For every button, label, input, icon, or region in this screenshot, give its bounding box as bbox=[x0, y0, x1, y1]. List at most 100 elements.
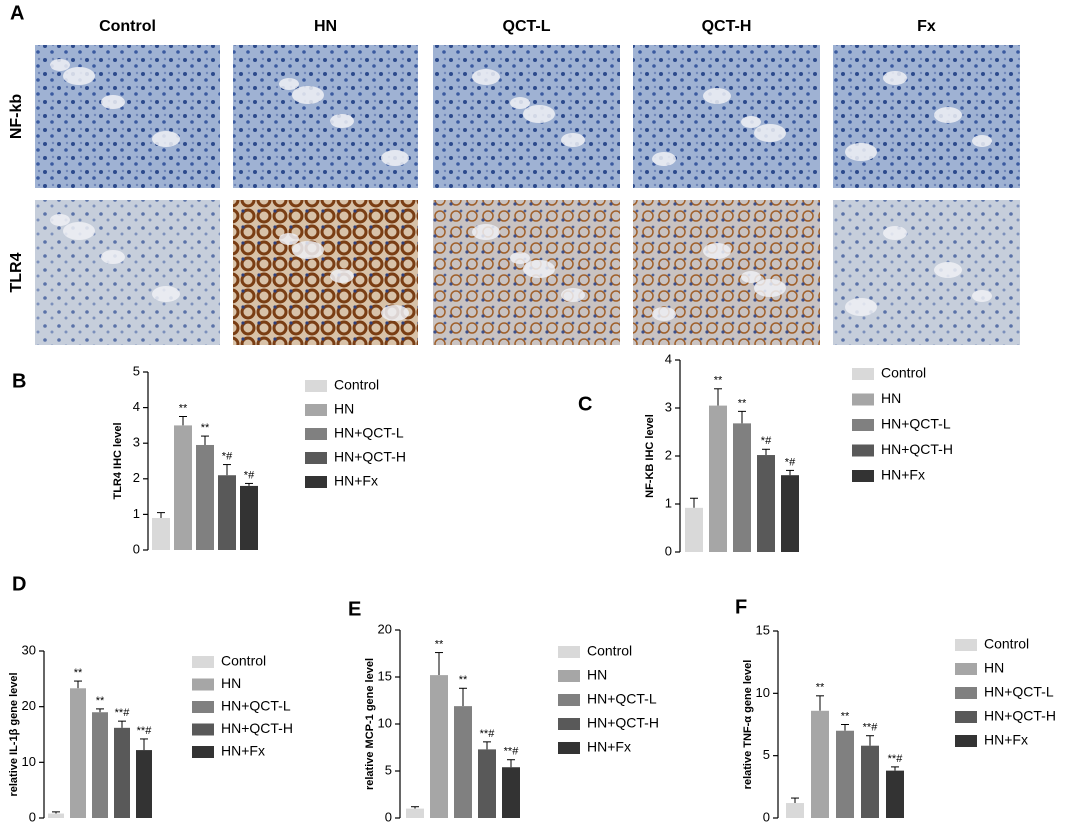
legend-label: HN bbox=[221, 675, 241, 691]
y-tick-label: 10 bbox=[756, 685, 770, 700]
micrograph bbox=[833, 45, 1020, 188]
lumen bbox=[510, 97, 530, 109]
panel-letter: F bbox=[735, 596, 747, 618]
column-header: QCT-L bbox=[503, 18, 551, 35]
lumen bbox=[63, 222, 95, 240]
y-axis-label: NF-KB IHC level bbox=[644, 414, 656, 498]
legend-label: HN+Fx bbox=[881, 467, 925, 483]
bar bbox=[406, 808, 424, 818]
legend-swatch bbox=[192, 723, 214, 736]
micrograph bbox=[833, 200, 1020, 345]
significance: **# bbox=[115, 707, 131, 719]
bar bbox=[786, 803, 804, 818]
micrograph bbox=[233, 45, 418, 188]
legend-label: HN+Fx bbox=[984, 732, 1028, 748]
significance: ** bbox=[201, 422, 210, 434]
bar bbox=[861, 745, 879, 818]
legend-label: HN+QCT-L bbox=[984, 684, 1054, 700]
bar bbox=[114, 727, 130, 818]
lumen bbox=[50, 59, 70, 71]
y-tick-label: 1 bbox=[133, 506, 140, 521]
bar bbox=[781, 475, 799, 552]
lumen bbox=[152, 286, 180, 302]
bar-chart: C 0 1 2 3 4 NF-KB IHC level Control ** HN ** HN+QCT… bbox=[578, 351, 953, 558]
bar bbox=[685, 507, 703, 552]
significance: **# bbox=[888, 753, 904, 765]
lumen bbox=[330, 114, 354, 128]
lumen bbox=[754, 124, 786, 142]
y-tick-label: 1 bbox=[665, 495, 672, 510]
legend-label: HN bbox=[881, 390, 901, 406]
significance: *# bbox=[222, 450, 233, 462]
legend-label: Control bbox=[881, 365, 926, 381]
y-tick-label: 4 bbox=[665, 351, 672, 366]
legend-label: Control bbox=[984, 636, 1029, 652]
legend-swatch bbox=[558, 694, 580, 706]
legend-swatch bbox=[852, 419, 874, 431]
bar-chart: B 0 1 2 3 4 5 TLR4 IHC level Control ** HN ** HN+QCT… bbox=[12, 363, 406, 556]
significance: *# bbox=[761, 435, 772, 447]
bar bbox=[836, 730, 854, 818]
lumen bbox=[934, 107, 962, 123]
column-header: HN bbox=[314, 18, 337, 35]
lumen bbox=[292, 86, 324, 104]
significance: **# bbox=[480, 728, 496, 740]
legend-swatch bbox=[955, 663, 977, 675]
y-tick-label: 10 bbox=[22, 754, 36, 769]
legend-swatch bbox=[192, 656, 214, 668]
bar bbox=[240, 485, 258, 550]
legend-label: Control bbox=[334, 377, 379, 393]
bar bbox=[454, 706, 472, 818]
legend-swatch bbox=[558, 646, 580, 658]
legend-swatch bbox=[558, 670, 580, 682]
legend-label: HN+QCT-H bbox=[984, 708, 1056, 724]
legend-swatch bbox=[558, 742, 580, 754]
bar bbox=[218, 475, 236, 550]
y-axis-label: relative TNF-α gene level bbox=[742, 660, 754, 790]
micrographs: Control HN QCT-L QCT-H Fx NF-kb TLR4 bbox=[8, 18, 1020, 345]
y-tick-label: 5 bbox=[133, 363, 140, 378]
column-header: Fx bbox=[917, 18, 936, 35]
y-tick-label: 3 bbox=[133, 435, 140, 450]
lumen bbox=[883, 226, 907, 240]
row-header: TLR4 bbox=[8, 252, 25, 292]
legend-swatch bbox=[955, 711, 977, 723]
legend-swatch bbox=[955, 735, 977, 747]
significance: ** bbox=[179, 402, 188, 414]
legend-swatch bbox=[955, 639, 977, 651]
bar bbox=[757, 455, 775, 552]
bar-chart: F 0 5 10 15 relative TNF-α gene level Control *… bbox=[735, 596, 1056, 824]
legend-swatch bbox=[305, 404, 327, 416]
significance: *# bbox=[785, 456, 796, 468]
y-tick-label: 2 bbox=[665, 447, 672, 462]
lumen bbox=[523, 260, 555, 278]
y-tick-label: 0 bbox=[133, 541, 140, 556]
y-tick-label: 0 bbox=[385, 809, 392, 824]
column-header: Control bbox=[99, 18, 156, 35]
significance: ** bbox=[738, 397, 747, 409]
legend-label: HN bbox=[984, 660, 1004, 676]
legend-label: HN+QCT-L bbox=[221, 698, 291, 714]
lumen bbox=[972, 290, 992, 302]
lumen bbox=[50, 214, 70, 226]
legend-label: HN+QCT-H bbox=[587, 715, 659, 731]
lumen bbox=[279, 78, 299, 90]
bar bbox=[886, 770, 904, 818]
panel-letter: E bbox=[348, 598, 361, 620]
legend-swatch bbox=[852, 368, 874, 380]
significance: ** bbox=[714, 375, 723, 387]
legend-swatch bbox=[305, 476, 327, 488]
lumen bbox=[381, 150, 409, 166]
legend-label: Control bbox=[587, 643, 632, 659]
bar bbox=[502, 767, 520, 818]
y-tick-label: 0 bbox=[763, 809, 770, 824]
lumen bbox=[845, 298, 877, 316]
bar bbox=[733, 423, 751, 552]
lumen bbox=[472, 224, 500, 240]
column-header: QCT-H bbox=[702, 18, 752, 35]
lumen bbox=[510, 252, 530, 264]
y-tick-label: 3 bbox=[665, 399, 672, 414]
legend-swatch bbox=[305, 380, 327, 392]
bar bbox=[136, 750, 152, 818]
